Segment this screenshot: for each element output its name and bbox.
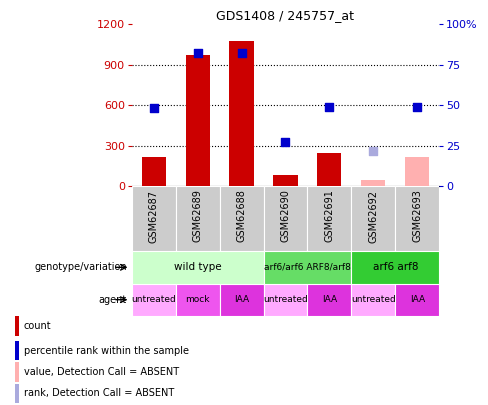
Text: IAA: IAA — [322, 295, 337, 304]
Point — [194, 49, 202, 56]
Text: IAA: IAA — [410, 295, 425, 304]
Text: arf6/arf6 ARF8/arf8: arf6/arf6 ARF8/arf8 — [264, 263, 351, 272]
Bar — [361, 179, 386, 186]
Text: GSM62693: GSM62693 — [412, 190, 422, 243]
Bar — [132, 284, 176, 316]
Text: GSM62688: GSM62688 — [237, 190, 246, 243]
Bar — [273, 175, 298, 186]
Bar — [395, 284, 439, 316]
Point — [282, 139, 289, 145]
Bar — [351, 251, 439, 284]
Point — [369, 148, 377, 154]
Bar — [176, 186, 220, 251]
Text: rank, Detection Call = ABSENT: rank, Detection Call = ABSENT — [24, 388, 174, 399]
Text: untreated: untreated — [263, 295, 308, 304]
Text: GSM62687: GSM62687 — [149, 190, 159, 243]
Bar — [220, 284, 264, 316]
Bar — [15, 384, 19, 403]
Bar — [15, 316, 19, 335]
Text: GSM62691: GSM62691 — [325, 190, 334, 243]
Bar — [15, 362, 19, 382]
Bar — [351, 186, 395, 251]
Point — [325, 103, 333, 110]
Text: untreated: untreated — [131, 295, 176, 304]
Text: percentile rank within the sample: percentile rank within the sample — [24, 345, 189, 356]
Text: agent: agent — [99, 295, 127, 305]
Bar — [229, 40, 254, 186]
Bar — [307, 186, 351, 251]
Text: genotype/variation: genotype/variation — [34, 262, 127, 272]
Text: GSM62692: GSM62692 — [368, 190, 378, 243]
Bar — [351, 284, 395, 316]
Text: value, Detection Call = ABSENT: value, Detection Call = ABSENT — [24, 367, 179, 377]
Bar — [15, 341, 19, 360]
Title: GDS1408 / 245757_at: GDS1408 / 245757_at — [217, 9, 354, 22]
Bar — [395, 186, 439, 251]
Bar — [132, 186, 176, 251]
Bar — [142, 157, 166, 186]
Point — [150, 105, 158, 111]
Bar — [317, 153, 342, 186]
Bar — [264, 251, 351, 284]
Text: count: count — [24, 321, 51, 331]
Bar — [132, 251, 264, 284]
Bar — [264, 284, 307, 316]
Text: IAA: IAA — [234, 295, 249, 304]
Bar — [405, 157, 429, 186]
Point — [238, 49, 245, 56]
Bar — [264, 186, 307, 251]
Bar — [307, 284, 351, 316]
Bar — [220, 186, 264, 251]
Text: untreated: untreated — [351, 295, 396, 304]
Text: arf6 arf8: arf6 arf8 — [372, 262, 418, 272]
Text: GSM62690: GSM62690 — [281, 190, 290, 243]
Text: GSM62689: GSM62689 — [193, 190, 203, 243]
Point — [413, 103, 421, 110]
Text: wild type: wild type — [174, 262, 222, 272]
Text: mock: mock — [185, 295, 210, 304]
Bar — [176, 284, 220, 316]
Bar — [185, 55, 210, 186]
